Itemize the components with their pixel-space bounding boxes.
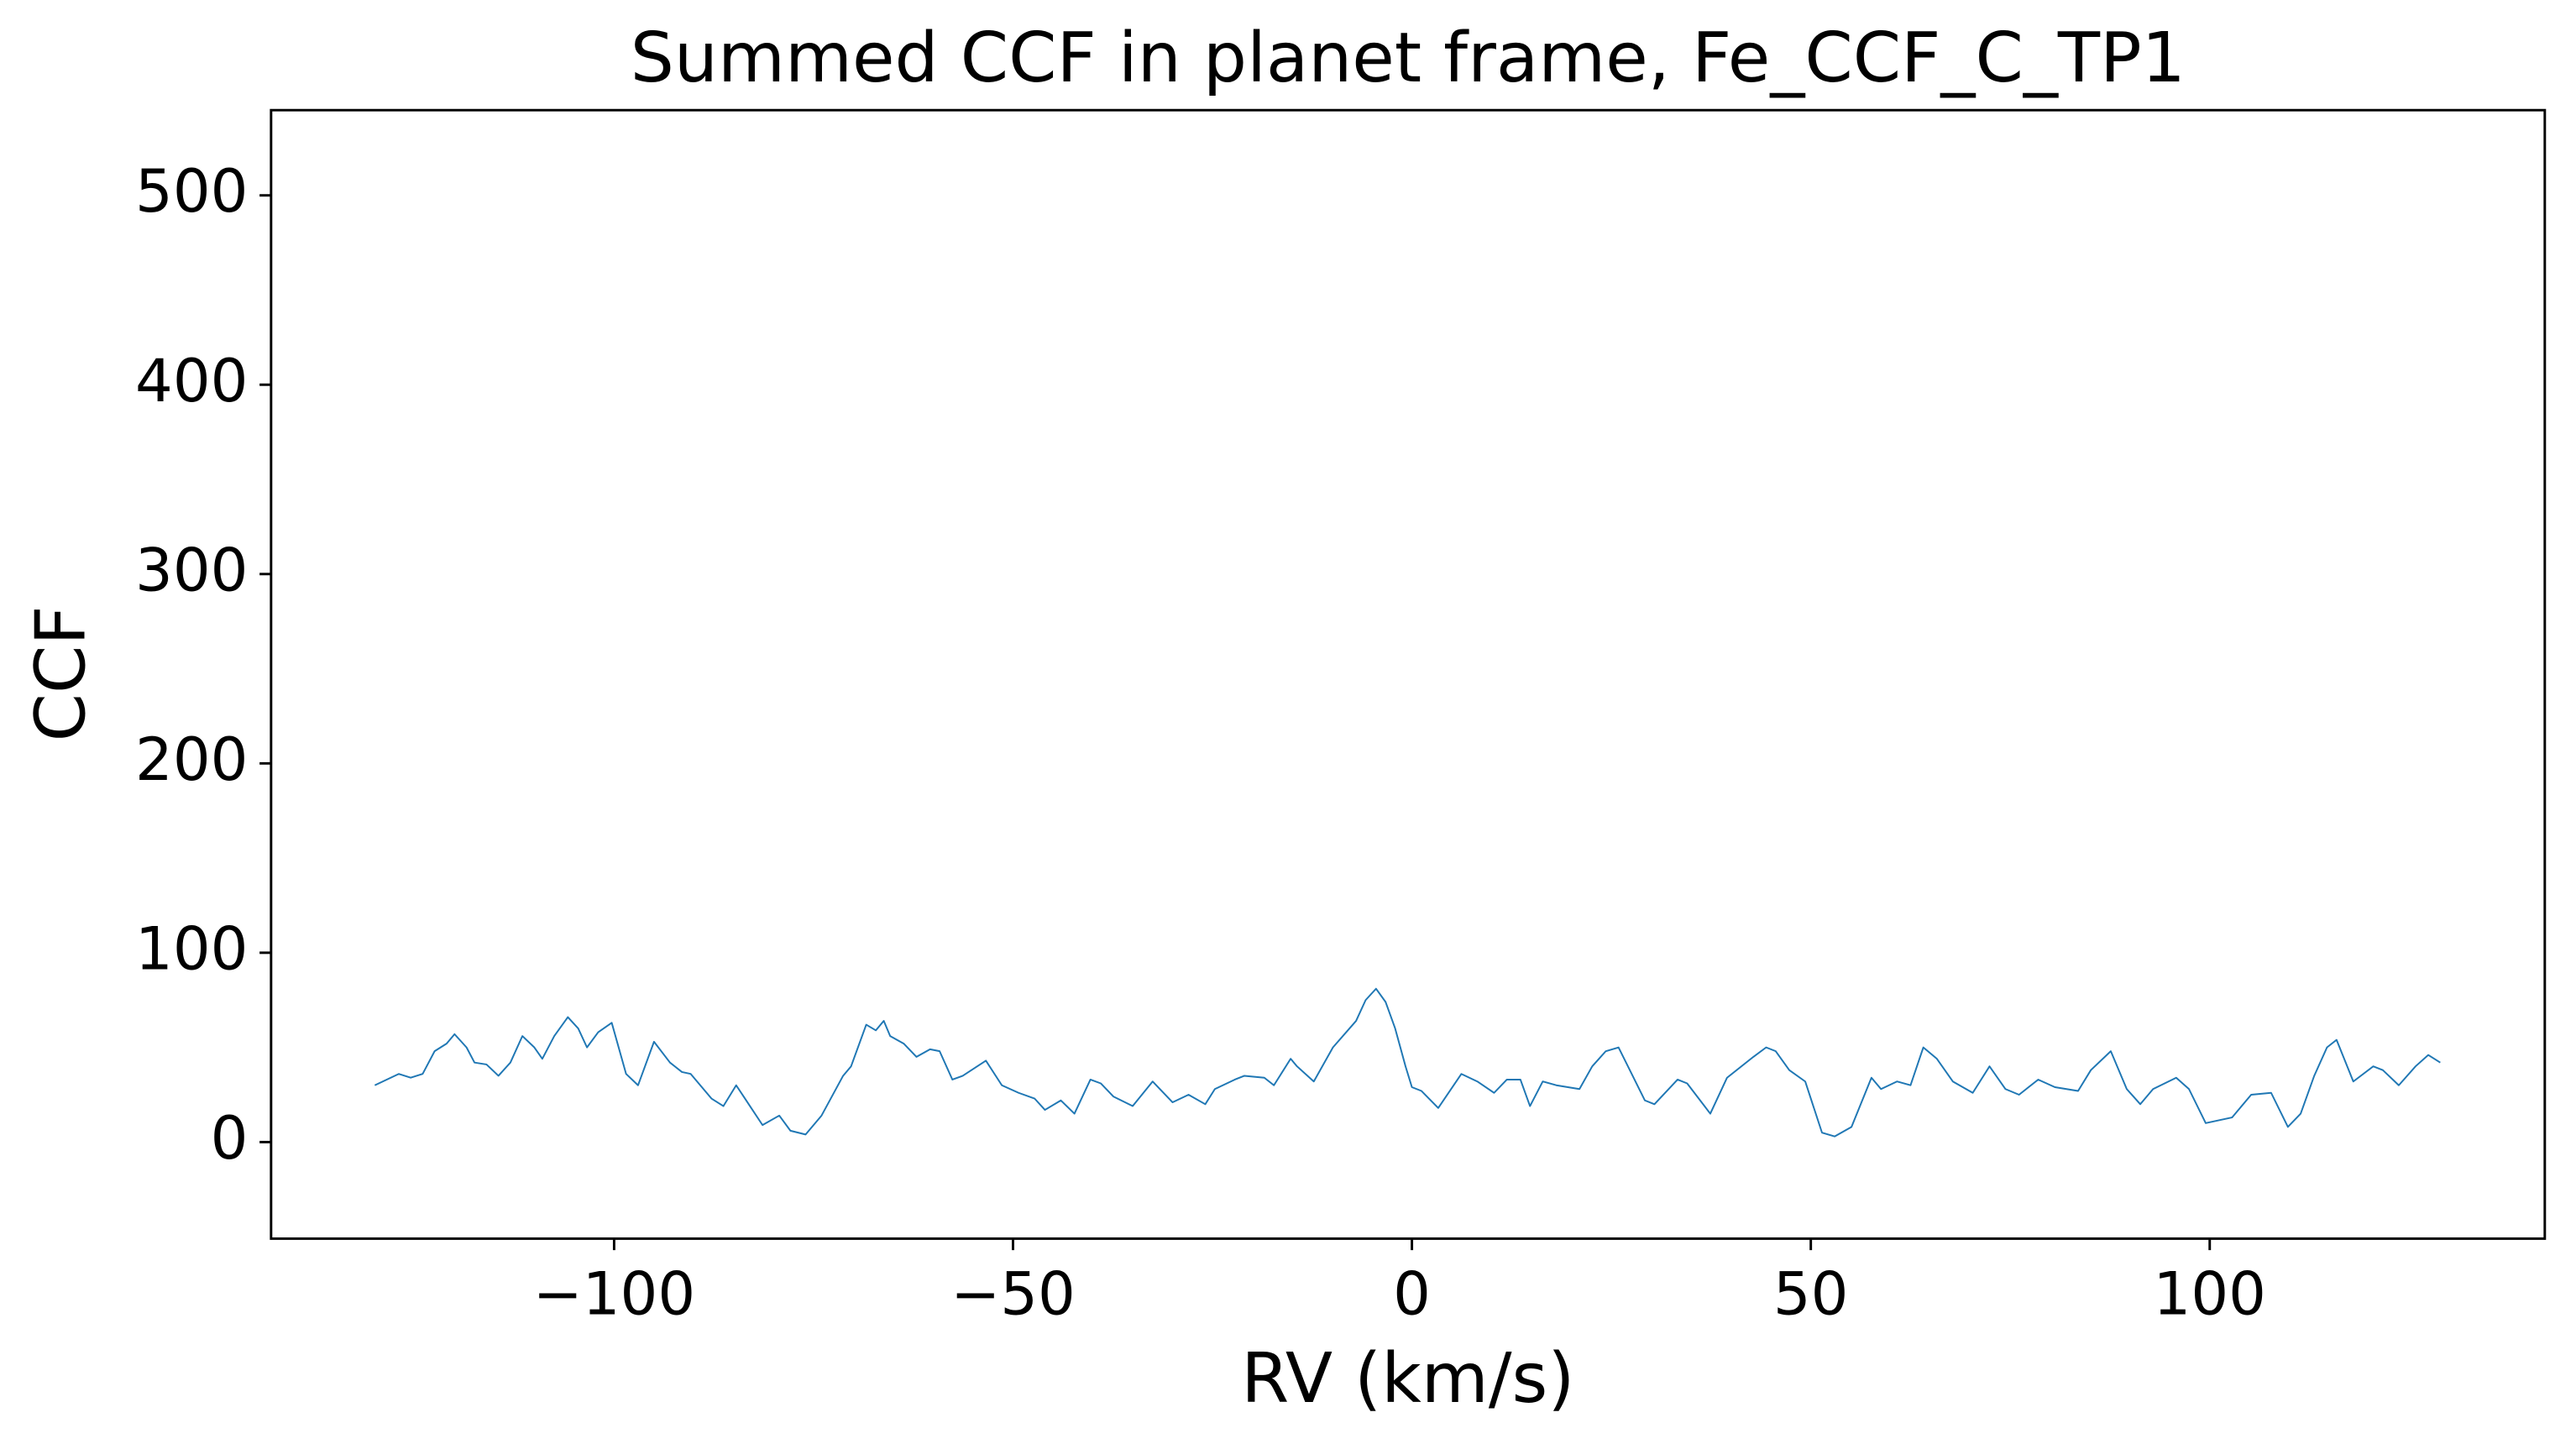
chart-title: Summed CCF in planet frame, Fe_CCF_C_TP1 xyxy=(631,18,2186,98)
y-tick-label: 400 xyxy=(135,347,248,416)
x-tick-label: −100 xyxy=(533,1259,695,1328)
x-tick-label: 50 xyxy=(1773,1259,1849,1328)
x-tick-label: 100 xyxy=(2154,1259,2266,1328)
x-tick-label: 0 xyxy=(1393,1259,1431,1328)
y-tick-label: 300 xyxy=(135,536,248,604)
y-tick-label: 500 xyxy=(135,157,248,226)
plot-frame xyxy=(270,108,2547,1240)
data-line xyxy=(374,987,2441,1138)
y-tick-label: 100 xyxy=(135,914,248,983)
x-tick-label: −50 xyxy=(950,1259,1076,1328)
y-tick-label: 200 xyxy=(135,725,248,794)
y-axis-label: CCF xyxy=(22,605,102,741)
x-axis-label: RV (km/s) xyxy=(1241,1339,1574,1419)
y-tick-label: 0 xyxy=(211,1104,249,1173)
